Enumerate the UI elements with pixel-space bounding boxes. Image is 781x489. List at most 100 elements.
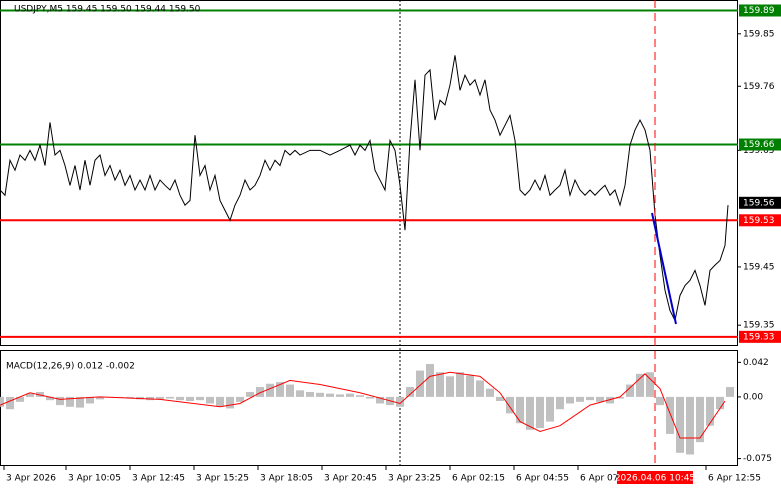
histogram-bar (416, 370, 424, 397)
histogram-bar (16, 396, 24, 402)
histogram-bar (66, 396, 74, 407)
x-tick-label: 3 Apr 15:25 (196, 474, 249, 484)
histogram-bar (546, 396, 554, 422)
histogram-bar (636, 373, 644, 397)
histogram-bar (406, 387, 414, 397)
histogram-bar (486, 388, 494, 397)
histogram-bar (436, 372, 444, 397)
histogram-bar (346, 393, 354, 397)
x-tick-label: 3 Apr 12:45 (132, 474, 185, 484)
histogram-bar (706, 396, 714, 426)
histogram-bar (0, 396, 4, 407)
histogram-bar (536, 396, 544, 429)
y-tick-label: 159.35 (743, 321, 775, 331)
x-tick-label: 3 Apr 20:45 (324, 474, 377, 484)
histogram-bar (516, 396, 524, 424)
y-tick-label: 0.042 (743, 358, 769, 368)
trend-line (651, 212, 677, 325)
x-tick-label: 3 Apr 23:25 (388, 474, 441, 484)
x-tick-label: 6 Apr 04:55 (516, 474, 569, 484)
histogram-bar (466, 375, 474, 397)
chart-title: USDJPY,M5 159.45 159.50 159.44 159.50 (14, 5, 201, 15)
histogram-bar (676, 396, 684, 453)
y-tick-label: -0.075 (743, 454, 772, 464)
histogram-bar (206, 396, 214, 404)
histogram-bar (76, 396, 84, 408)
level-label-box (739, 138, 781, 151)
histogram-bar (176, 396, 184, 401)
histogram-bar (376, 396, 384, 404)
histogram-bar (496, 396, 504, 402)
histogram-bar (276, 382, 284, 397)
histogram-bar (196, 396, 204, 401)
histogram-bar (6, 396, 14, 410)
histogram-bar (446, 376, 454, 397)
histogram-bar (236, 396, 244, 402)
x-tick-label: 3 Apr 10:05 (68, 474, 121, 484)
level-label: 159.33 (743, 332, 775, 342)
x-tick-label: 6 Apr 02:15 (452, 474, 505, 484)
histogram-bar (616, 396, 624, 399)
histogram-bar (366, 396, 374, 399)
price-line (0, 55, 729, 323)
histogram-bar (596, 396, 604, 402)
marker-label: 2026.04.06 10:45 (615, 474, 695, 484)
signal-line (0, 371, 726, 439)
histogram-bar (666, 396, 674, 434)
histogram-bar (46, 396, 54, 401)
histogram-bar (86, 396, 94, 404)
histogram-bar (326, 393, 334, 397)
histogram-bar (246, 391, 254, 397)
level-label: 159.89 (743, 6, 775, 16)
level-label-box (739, 330, 781, 343)
current-price-box (739, 196, 781, 209)
histogram-bar (506, 396, 514, 414)
histogram-bar (216, 396, 224, 407)
histogram-bar (726, 387, 734, 397)
macd-title: MACD(12,26,9) 0.012 -0.002 (6, 362, 135, 372)
histogram-bar (336, 394, 344, 397)
x-tick-label: 6 Apr 12:55 (708, 474, 761, 484)
histogram-bar (716, 396, 724, 410)
histogram-bar (566, 396, 574, 404)
level-label: 159.66 (743, 140, 775, 150)
y-tick-label: 159.85 (743, 29, 775, 39)
histogram-bar (36, 391, 44, 397)
histogram-bar (306, 391, 314, 397)
marker-label-box (617, 471, 693, 484)
price-panel (0, 0, 738, 346)
histogram-bar (286, 384, 294, 397)
macd-panel (0, 350, 738, 466)
y-tick-label: 159.45 (743, 262, 775, 272)
histogram-bar (586, 396, 594, 401)
histogram-bar (626, 384, 634, 397)
level-label-box (739, 4, 781, 17)
level-label: 159.53 (743, 216, 775, 226)
histogram-bar (696, 396, 704, 443)
current-price-label: 159.56 (743, 198, 775, 208)
histogram-bar (356, 395, 364, 397)
histogram-bar (116, 396, 124, 398)
y-tick-label: 0.00 (743, 392, 763, 402)
x-tick-label: 3 Apr 18:05 (260, 474, 313, 484)
histogram-bar (56, 396, 64, 406)
histogram-bar (256, 387, 264, 397)
histogram-bar (656, 396, 664, 406)
histogram-bar (396, 396, 404, 407)
histogram-bar (316, 392, 324, 397)
histogram-bar (686, 396, 694, 455)
y-tick-label: 159.76 (743, 82, 775, 92)
level-label-box (739, 214, 781, 227)
y-tick-label: 159.65 (743, 146, 775, 156)
histogram-bar (526, 396, 534, 430)
histogram-bar (576, 396, 584, 402)
histogram-bar (456, 372, 464, 397)
histogram-bar (186, 396, 194, 402)
histogram-bar (606, 396, 614, 404)
x-tick-label: 3 Apr 2026 (6, 474, 56, 484)
histogram-bar (426, 363, 434, 397)
histogram-bar (266, 383, 274, 397)
histogram-bar (26, 393, 34, 397)
